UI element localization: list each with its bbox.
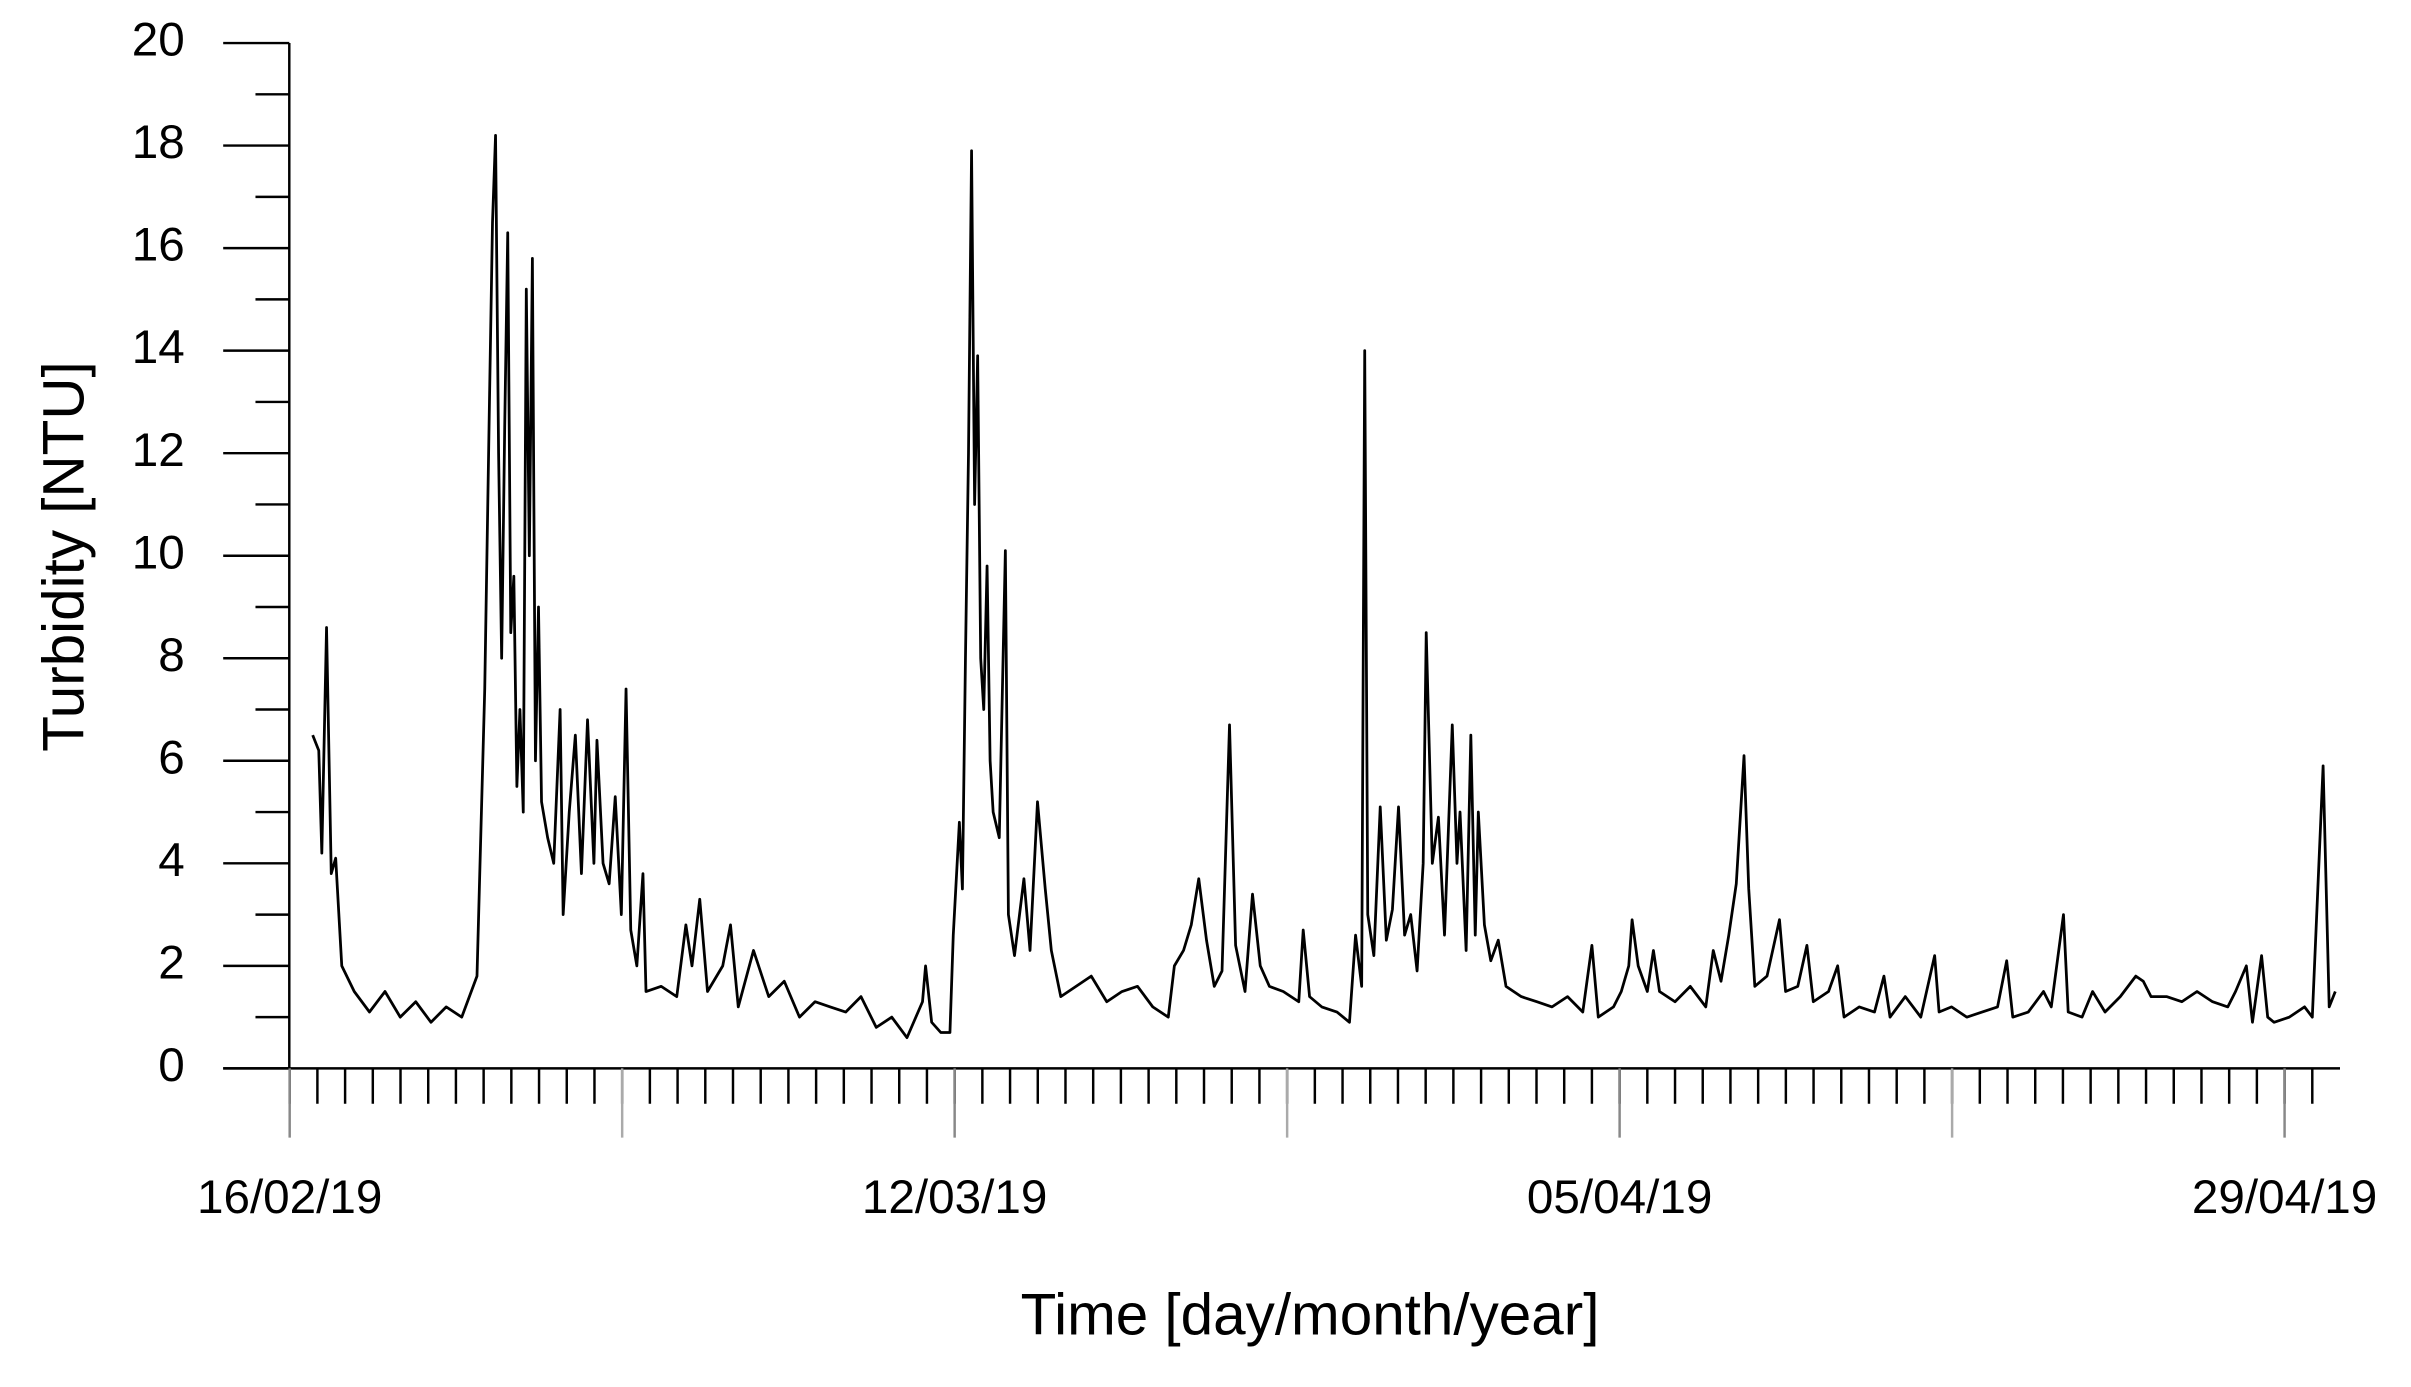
y-tick-label: 8 — [158, 629, 185, 682]
x-axis-label: Time [day/month/year] — [1021, 1282, 1600, 1347]
y-axis-label: Turbidity [NTU] — [31, 361, 96, 752]
x-tick-label: 29/04/19 — [2192, 1171, 2377, 1224]
y-tick-label: 14 — [132, 321, 185, 374]
data-line — [311, 133, 2337, 1040]
y-tick-label: 10 — [132, 526, 185, 579]
y-tick-label: 4 — [158, 834, 185, 887]
y-tick-label: 18 — [132, 116, 185, 169]
y-tick-label: 20 — [132, 14, 185, 67]
x-tick-label: 05/04/19 — [1527, 1171, 1712, 1224]
y-tick-label: 2 — [158, 936, 185, 989]
y-tick-label: 6 — [158, 731, 185, 784]
y-tick-label: 12 — [132, 424, 185, 477]
x-tick-label: 16/02/19 — [197, 1171, 382, 1224]
y-tick-label: 16 — [132, 219, 185, 272]
y-tick-label: 0 — [158, 1039, 185, 1092]
x-tick-label: 12/03/19 — [862, 1171, 1047, 1224]
